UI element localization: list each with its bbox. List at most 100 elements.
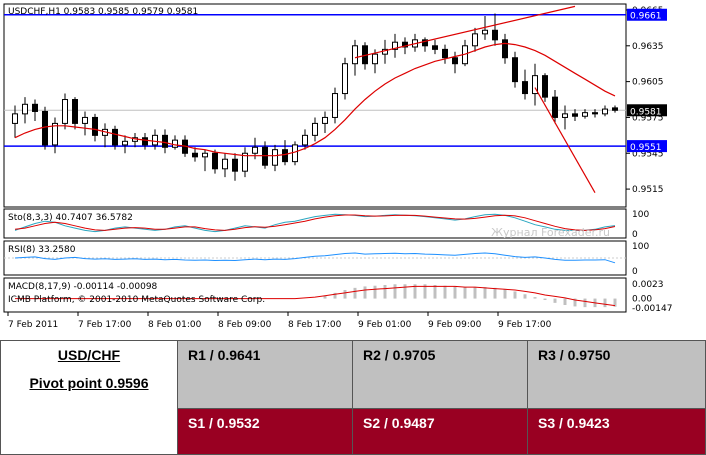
indicator-tick-label: 0 — [632, 267, 638, 277]
s2-label: S2 / 0.9487 — [363, 415, 435, 431]
macd-bar — [613, 298, 617, 307]
macd-bar — [563, 298, 567, 305]
pair-label: USD/CHF — [57, 347, 121, 363]
bear-candle — [72, 99, 78, 124]
macd-bar — [363, 286, 367, 299]
bull-candle — [582, 112, 588, 117]
bull-candle — [122, 140, 128, 146]
pivot-label: Pivot point 0.9596 — [29, 375, 149, 391]
macd-bar — [523, 294, 527, 299]
time-tick-label: 9 Feb 17:00 — [498, 320, 552, 330]
s3-cell: S3 / 0.9423 — [527, 408, 706, 455]
indicator-label: MACD(8,17,9) -0.00114 -0.00098 — [8, 282, 158, 292]
stochastic-signal-line — [14, 214, 616, 231]
bear-candle — [42, 110, 48, 146]
macd-bar — [353, 287, 357, 299]
bull-candle — [22, 103, 28, 115]
indicator-label: Sto(8,3,3) 40.7407 36.5782 — [8, 213, 133, 223]
bull-candle — [62, 99, 68, 124]
bear-candle — [282, 149, 288, 163]
s2-cell: S2 / 0.9487 — [352, 408, 528, 455]
macd-bar — [393, 284, 397, 299]
indicator-frame — [3, 240, 627, 276]
bull-candle — [272, 149, 278, 166]
r2-label: R2 / 0.9705 — [363, 347, 436, 363]
r3-cell: R3 / 0.9750 — [527, 340, 706, 409]
bear-candle — [542, 75, 548, 98]
macd-bar — [433, 285, 437, 299]
s1-label: S1 / 0.9532 — [188, 415, 260, 431]
bear-candle — [162, 134, 168, 148]
macd-bar — [463, 287, 467, 299]
bear-candle — [92, 116, 98, 136]
price-tick-label: 0.9575 — [632, 113, 664, 123]
macd-bar — [413, 284, 417, 299]
bear-candle — [502, 39, 508, 59]
indicator-tick-label: 0.00 — [632, 295, 652, 305]
macd-bar — [403, 284, 407, 299]
macd-bar — [473, 287, 477, 299]
r2-cell: R2 / 0.9705 — [352, 340, 528, 409]
indicator-tick-label: 0 — [632, 230, 638, 240]
indicator-tick-label: 100 — [632, 242, 649, 252]
bull-candle — [252, 146, 258, 154]
bear-candle — [592, 112, 598, 115]
bear-candle — [452, 57, 458, 65]
chart-area: 0.96650.96350.96050.95750.95450.95150.96… — [3, 3, 672, 330]
macd-bar — [543, 298, 547, 300]
trend-line — [534, 87, 596, 193]
macd-bar — [573, 298, 577, 307]
time-tick-label: 7 Feb 2011 — [8, 320, 58, 330]
bear-candle — [572, 113, 578, 117]
bear-candle — [442, 48, 448, 59]
bull-candle — [52, 122, 58, 146]
bull-candle — [172, 139, 178, 148]
current-price-tag — [627, 104, 667, 117]
moving-average-line — [14, 42, 616, 157]
level-tag — [627, 8, 667, 21]
time-tick-label: 7 Feb 17:00 — [78, 320, 132, 330]
bull-candle — [372, 53, 378, 65]
bear-candle — [522, 81, 528, 95]
level-label: 0.9551 — [630, 143, 662, 153]
bull-candle — [312, 122, 318, 136]
macd-bar — [453, 286, 457, 299]
r1-cell: R1 / 0.9641 — [177, 340, 353, 409]
bull-candle — [392, 41, 398, 50]
macd-bar — [333, 292, 337, 299]
time-tick-label: 8 Feb 17:00 — [288, 320, 342, 330]
bear-candle — [232, 158, 238, 172]
indicator-frame — [3, 208, 627, 239]
macd-bar — [443, 285, 447, 299]
level-tag — [627, 140, 667, 153]
price-tick-label: 0.9515 — [632, 185, 664, 195]
bull-candle — [342, 63, 348, 95]
macd-bar — [603, 298, 607, 308]
macd-bar — [383, 285, 387, 299]
trend-line — [354, 5, 576, 59]
current-price-label: 0.9581 — [630, 107, 662, 117]
level-label: 0.9661 — [630, 12, 662, 22]
time-axis: 7 Feb 2011 7 Feb 17:00 8 Feb 01:00 8 Feb 09… — [7, 312, 552, 330]
bull-candle — [222, 158, 228, 170]
indicator-frame — [3, 277, 627, 313]
macd-bar — [493, 287, 497, 299]
price-panel-frame — [3, 3, 627, 208]
macd-bar — [553, 298, 557, 303]
bull-candle — [322, 116, 328, 124]
s3-label: S3 / 0.9423 — [538, 415, 610, 431]
time-tick-label: 9 Feb 01:00 — [358, 320, 412, 330]
bear-candle — [612, 107, 618, 111]
time-tick-label: 8 Feb 01:00 — [148, 320, 202, 330]
bull-candle — [82, 116, 88, 124]
macd-bar — [533, 297, 537, 299]
bull-candle — [202, 152, 208, 158]
bear-candle — [422, 39, 428, 47]
macd-bar — [503, 289, 507, 299]
bear-candle — [142, 137, 148, 146]
bull-candle — [472, 33, 478, 47]
bear-candle — [492, 29, 498, 41]
macd-bar — [513, 291, 517, 299]
macd-signal-line — [15, 285, 616, 307]
bear-candle — [402, 41, 408, 48]
